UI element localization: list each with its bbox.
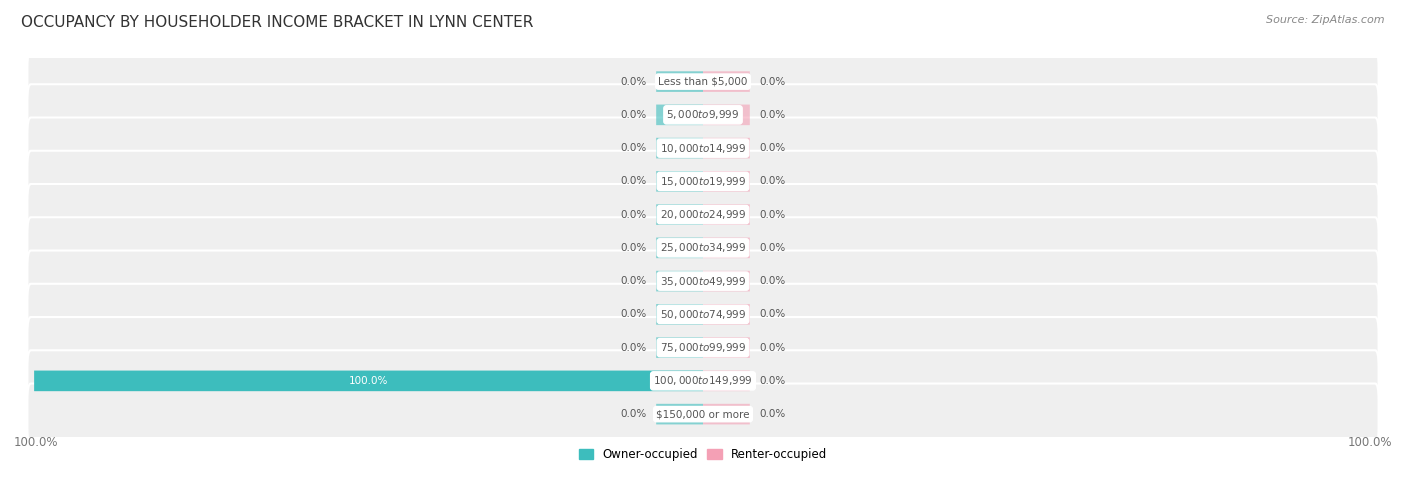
FancyBboxPatch shape <box>657 138 703 158</box>
FancyBboxPatch shape <box>657 71 703 92</box>
Text: 0.0%: 0.0% <box>759 310 786 319</box>
Text: $50,000 to $74,999: $50,000 to $74,999 <box>659 308 747 321</box>
FancyBboxPatch shape <box>657 304 703 325</box>
FancyBboxPatch shape <box>703 370 749 391</box>
FancyBboxPatch shape <box>703 104 749 125</box>
Text: $10,000 to $14,999: $10,000 to $14,999 <box>659 141 747 155</box>
FancyBboxPatch shape <box>657 271 703 292</box>
Text: 0.0%: 0.0% <box>620 409 647 419</box>
Text: 0.0%: 0.0% <box>620 176 647 186</box>
FancyBboxPatch shape <box>28 217 1378 278</box>
Text: Source: ZipAtlas.com: Source: ZipAtlas.com <box>1267 15 1385 25</box>
Text: 0.0%: 0.0% <box>759 176 786 186</box>
Text: $20,000 to $24,999: $20,000 to $24,999 <box>659 208 747 221</box>
FancyBboxPatch shape <box>28 184 1378 245</box>
Text: 0.0%: 0.0% <box>759 376 786 386</box>
Text: $150,000 or more: $150,000 or more <box>657 409 749 419</box>
Text: 100.0%: 100.0% <box>349 376 388 386</box>
Text: $100,000 to $149,999: $100,000 to $149,999 <box>654 374 752 387</box>
Text: $5,000 to $9,999: $5,000 to $9,999 <box>666 108 740 122</box>
Text: 0.0%: 0.0% <box>620 110 647 120</box>
FancyBboxPatch shape <box>703 71 749 92</box>
Text: 0.0%: 0.0% <box>759 243 786 253</box>
FancyBboxPatch shape <box>657 204 703 225</box>
Text: $15,000 to $19,999: $15,000 to $19,999 <box>659 175 747 188</box>
Text: 0.0%: 0.0% <box>759 143 786 153</box>
FancyBboxPatch shape <box>657 404 703 424</box>
Text: 0.0%: 0.0% <box>759 77 786 87</box>
Text: 0.0%: 0.0% <box>759 276 786 286</box>
FancyBboxPatch shape <box>28 51 1378 112</box>
FancyBboxPatch shape <box>28 250 1378 312</box>
Text: 100.0%: 100.0% <box>1347 436 1392 449</box>
Text: 0.0%: 0.0% <box>620 310 647 319</box>
FancyBboxPatch shape <box>703 138 749 158</box>
Text: 0.0%: 0.0% <box>620 276 647 286</box>
FancyBboxPatch shape <box>703 271 749 292</box>
Text: Less than $5,000: Less than $5,000 <box>658 77 748 87</box>
FancyBboxPatch shape <box>34 370 703 391</box>
Text: $35,000 to $49,999: $35,000 to $49,999 <box>659 275 747 288</box>
FancyBboxPatch shape <box>28 84 1378 145</box>
FancyBboxPatch shape <box>657 337 703 358</box>
Text: 0.0%: 0.0% <box>759 209 786 220</box>
Text: 0.0%: 0.0% <box>620 243 647 253</box>
FancyBboxPatch shape <box>703 337 749 358</box>
FancyBboxPatch shape <box>703 204 749 225</box>
Text: 0.0%: 0.0% <box>620 143 647 153</box>
Text: 0.0%: 0.0% <box>759 409 786 419</box>
Text: 0.0%: 0.0% <box>759 110 786 120</box>
FancyBboxPatch shape <box>28 383 1378 445</box>
FancyBboxPatch shape <box>703 238 749 258</box>
Text: $25,000 to $34,999: $25,000 to $34,999 <box>659 242 747 254</box>
Text: OCCUPANCY BY HOUSEHOLDER INCOME BRACKET IN LYNN CENTER: OCCUPANCY BY HOUSEHOLDER INCOME BRACKET … <box>21 15 533 30</box>
FancyBboxPatch shape <box>703 171 749 191</box>
FancyBboxPatch shape <box>28 151 1378 212</box>
FancyBboxPatch shape <box>28 284 1378 345</box>
Text: 0.0%: 0.0% <box>620 77 647 87</box>
FancyBboxPatch shape <box>657 238 703 258</box>
FancyBboxPatch shape <box>703 404 749 424</box>
FancyBboxPatch shape <box>657 104 703 125</box>
Text: 0.0%: 0.0% <box>620 209 647 220</box>
Text: 100.0%: 100.0% <box>14 436 59 449</box>
FancyBboxPatch shape <box>28 317 1378 378</box>
FancyBboxPatch shape <box>28 350 1378 412</box>
Text: 0.0%: 0.0% <box>620 343 647 353</box>
Text: 0.0%: 0.0% <box>759 343 786 353</box>
FancyBboxPatch shape <box>657 171 703 191</box>
Legend: Owner-occupied, Renter-occupied: Owner-occupied, Renter-occupied <box>574 443 832 466</box>
Text: $75,000 to $99,999: $75,000 to $99,999 <box>659 341 747 354</box>
FancyBboxPatch shape <box>703 304 749 325</box>
FancyBboxPatch shape <box>28 118 1378 179</box>
